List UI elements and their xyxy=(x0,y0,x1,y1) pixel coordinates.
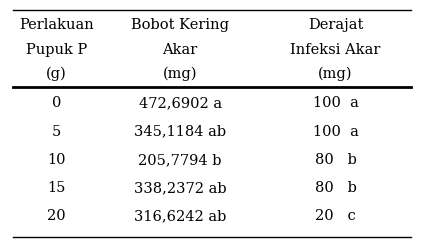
Text: (mg): (mg) xyxy=(318,66,353,81)
Text: 100  a: 100 a xyxy=(312,124,358,139)
Text: Infeksi Akar: Infeksi Akar xyxy=(290,42,381,57)
Text: 338,2372 ab: 338,2372 ab xyxy=(134,181,226,195)
Text: 316,6242 ab: 316,6242 ab xyxy=(134,209,226,223)
Text: Bobot Kering: Bobot Kering xyxy=(131,19,229,32)
Text: 205,7794 b: 205,7794 b xyxy=(138,153,222,167)
Text: Derajat: Derajat xyxy=(308,19,363,32)
Text: 472,6902 a: 472,6902 a xyxy=(139,96,222,110)
Text: 20   c: 20 c xyxy=(315,209,356,223)
Text: Akar: Akar xyxy=(162,42,198,57)
Text: 20: 20 xyxy=(47,209,66,223)
Text: 15: 15 xyxy=(47,181,66,195)
Text: 0: 0 xyxy=(52,96,61,110)
Text: 80   b: 80 b xyxy=(315,181,357,195)
Text: (g): (g) xyxy=(46,66,67,81)
Text: 5: 5 xyxy=(52,124,61,139)
Text: 100  a: 100 a xyxy=(312,96,358,110)
Text: 80   b: 80 b xyxy=(315,153,357,167)
Text: Pupuk P: Pupuk P xyxy=(26,42,87,57)
Text: (mg): (mg) xyxy=(163,66,197,81)
Text: 345,1184 ab: 345,1184 ab xyxy=(134,124,226,139)
Text: 10: 10 xyxy=(47,153,66,167)
Text: Perlakuan: Perlakuan xyxy=(19,19,94,32)
